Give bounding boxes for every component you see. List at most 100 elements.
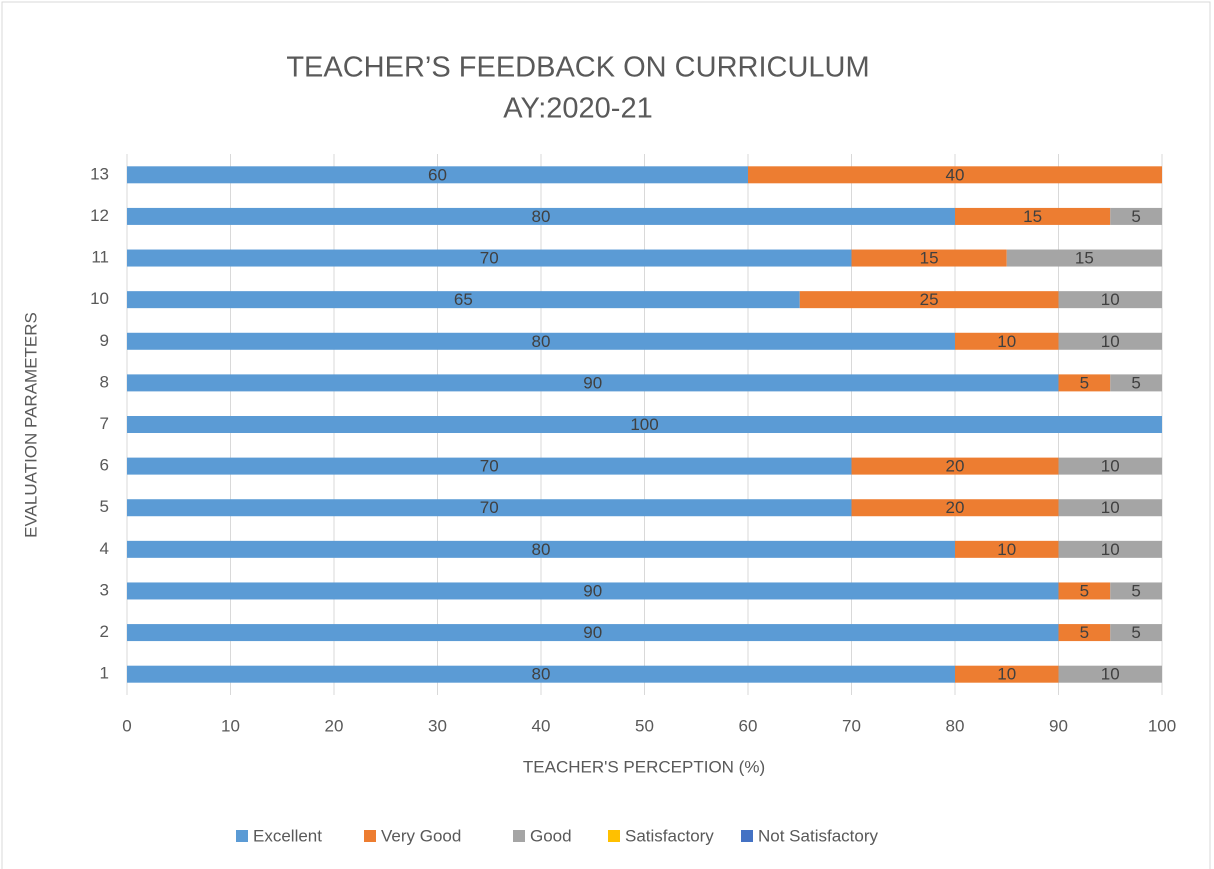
bar-segment bbox=[127, 457, 852, 475]
data-label: 10 bbox=[1101, 457, 1120, 476]
legend-label: Very Good bbox=[381, 826, 461, 845]
data-label: 70 bbox=[480, 249, 499, 268]
data-label: 80 bbox=[532, 207, 551, 226]
bar-segment bbox=[1058, 457, 1162, 475]
legend-swatch bbox=[608, 830, 620, 842]
data-label: 5 bbox=[1131, 623, 1140, 642]
data-label: 10 bbox=[997, 665, 1016, 684]
data-label: 90 bbox=[583, 623, 602, 642]
data-label: 5 bbox=[1080, 373, 1089, 392]
data-label: 5 bbox=[1080, 581, 1089, 600]
x-tick-label: 30 bbox=[428, 716, 447, 735]
data-label: 10 bbox=[1101, 540, 1120, 559]
data-label: 60 bbox=[428, 165, 447, 184]
y-tick-label: 3 bbox=[100, 580, 109, 599]
y-tick-label: 2 bbox=[100, 622, 109, 641]
bar-segment bbox=[851, 457, 1059, 475]
data-label: 25 bbox=[920, 290, 939, 309]
bar-segment bbox=[1110, 207, 1162, 225]
x-tick-label: 70 bbox=[842, 716, 861, 735]
data-label: 15 bbox=[1023, 207, 1042, 226]
bar-segment bbox=[955, 665, 1059, 683]
data-label: 40 bbox=[946, 165, 965, 184]
legend-swatch bbox=[364, 830, 376, 842]
bar-segment bbox=[127, 332, 955, 350]
chart-title: TEACHER’S FEEDBACK ON CURRICULUM bbox=[286, 52, 869, 84]
bar-segment bbox=[851, 499, 1059, 517]
bar-segment bbox=[1058, 291, 1162, 309]
data-label: 5 bbox=[1080, 623, 1089, 642]
legend-swatch bbox=[513, 830, 525, 842]
legend-label: Not Satisfactory bbox=[758, 826, 878, 845]
bar-segment bbox=[127, 499, 852, 517]
y-tick-label: 5 bbox=[100, 497, 109, 516]
data-label: 10 bbox=[1101, 332, 1120, 351]
data-label: 15 bbox=[920, 249, 939, 268]
bar-segment bbox=[1058, 332, 1162, 350]
data-label: 100 bbox=[630, 415, 658, 434]
data-label: 5 bbox=[1131, 581, 1140, 600]
data-label: 20 bbox=[946, 498, 965, 517]
bar-segment bbox=[799, 291, 1059, 309]
data-label: 90 bbox=[583, 581, 602, 600]
bar-segment bbox=[955, 207, 1111, 225]
y-tick-label: 1 bbox=[100, 664, 109, 683]
data-label: 15 bbox=[1075, 249, 1094, 268]
x-tick-label: 100 bbox=[1148, 716, 1176, 735]
legend-label: Good bbox=[530, 826, 572, 845]
bar-segment bbox=[1058, 624, 1111, 642]
y-tick-label: 8 bbox=[100, 372, 109, 391]
bar-segment bbox=[127, 582, 1059, 600]
legend-label: Satisfactory bbox=[625, 826, 714, 845]
bar-segment bbox=[127, 665, 955, 683]
bar-segment bbox=[127, 374, 1059, 392]
bar-segment bbox=[1058, 374, 1111, 392]
data-label: 20 bbox=[946, 457, 965, 476]
bar-segment bbox=[1110, 624, 1162, 642]
x-tick-label: 50 bbox=[635, 716, 654, 735]
data-label: 80 bbox=[532, 665, 551, 684]
bar-segment bbox=[955, 332, 1059, 350]
data-label: 10 bbox=[1101, 665, 1120, 684]
data-label: 90 bbox=[583, 373, 602, 392]
x-tick-label: 40 bbox=[532, 716, 551, 735]
y-tick-label: 7 bbox=[100, 414, 109, 433]
bar-segment bbox=[955, 540, 1059, 558]
data-label: 70 bbox=[480, 457, 499, 476]
y-tick-label: 6 bbox=[100, 456, 109, 475]
bar-segment bbox=[1110, 582, 1162, 600]
y-axis-title: EVALUATION PARAMETERS bbox=[21, 312, 40, 538]
bar-segment bbox=[851, 249, 1007, 267]
legend-swatch bbox=[236, 830, 248, 842]
x-tick-label: 10 bbox=[221, 716, 240, 735]
bar-segment bbox=[127, 624, 1059, 642]
data-label: 5 bbox=[1131, 373, 1140, 392]
data-label: 10 bbox=[1101, 290, 1120, 309]
x-axis-title: TEACHER'S PERCEPTION (%) bbox=[523, 757, 765, 776]
bar-segment bbox=[127, 249, 852, 267]
x-tick-label: 0 bbox=[122, 716, 131, 735]
data-label: 10 bbox=[997, 540, 1016, 559]
bar-segment bbox=[1110, 374, 1162, 392]
bar-segment bbox=[1006, 249, 1162, 267]
y-tick-label: 10 bbox=[90, 289, 109, 308]
data-label: 65 bbox=[454, 290, 473, 309]
bar-segment bbox=[1058, 582, 1111, 600]
bar-segment bbox=[1058, 665, 1162, 683]
bar-segment bbox=[127, 540, 955, 558]
bar-segment bbox=[748, 166, 1162, 184]
data-label: 10 bbox=[1101, 498, 1120, 517]
y-tick-label: 11 bbox=[91, 248, 109, 267]
x-tick-label: 90 bbox=[1049, 716, 1068, 735]
data-label: 80 bbox=[532, 332, 551, 351]
legend-swatch bbox=[741, 830, 753, 842]
data-label: 70 bbox=[480, 498, 499, 517]
data-label: 80 bbox=[532, 540, 551, 559]
bar-segment bbox=[1058, 499, 1162, 517]
legend-label: Excellent bbox=[253, 826, 322, 845]
y-tick-label: 13 bbox=[90, 164, 109, 183]
x-tick-label: 20 bbox=[325, 716, 344, 735]
y-tick-label: 4 bbox=[100, 539, 109, 558]
